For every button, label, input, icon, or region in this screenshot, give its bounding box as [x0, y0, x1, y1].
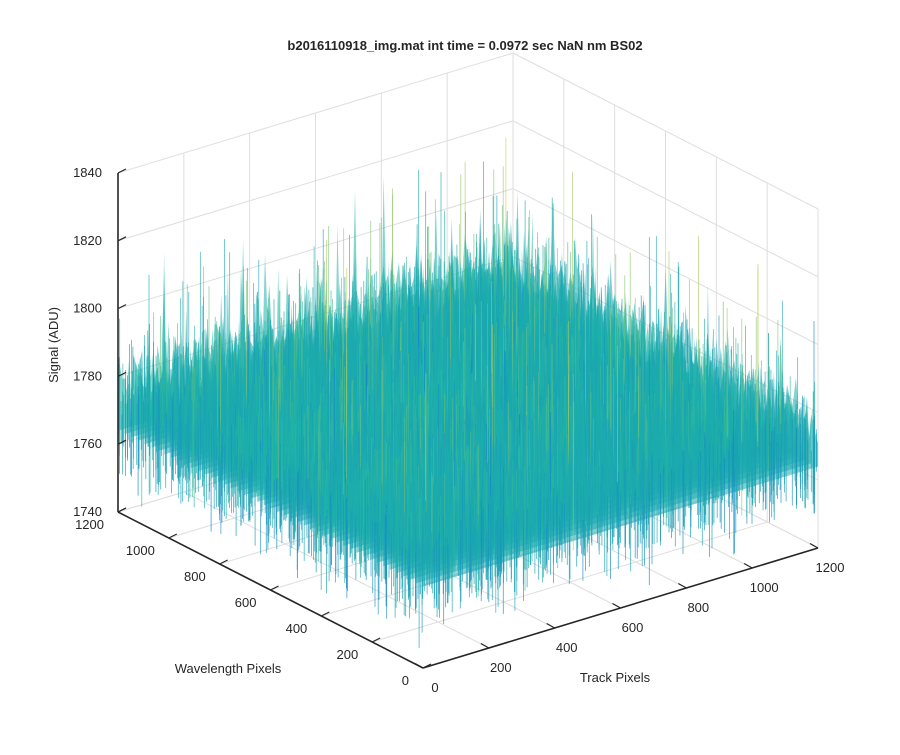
- surface-band: [356, 327, 752, 553]
- y-tick-labels: 0 200 400 600 800 1000 1200: [75, 517, 409, 688]
- x-tick-label: 800: [687, 600, 709, 615]
- z-tick-mark: [117, 168, 127, 174]
- x-tick-labels: 0 200 400 600 800 1000 1200: [431, 560, 844, 695]
- y-tick-mark: [219, 559, 228, 565]
- z-tick-mark: [117, 236, 127, 242]
- z-tick-label: 1820: [73, 233, 102, 248]
- y-tick-mark: [168, 533, 178, 539]
- x-tick-mark: [480, 642, 490, 649]
- y-tick-mark: [270, 585, 279, 591]
- x-tick-mark: [678, 582, 687, 589]
- z-tick-label: 1760: [73, 436, 102, 451]
- z-tick-label: 1780: [73, 368, 102, 383]
- chart-title: b2016110918_img.mat int time = 0.0972 se…: [287, 38, 642, 53]
- y-tick-label: 400: [286, 621, 308, 636]
- y-tick-label: 1000: [126, 543, 155, 558]
- x-tick-label: 0: [431, 680, 438, 695]
- grid-line: [512, 120, 819, 278]
- grid-line: [512, 188, 819, 346]
- grid-line: [512, 52, 819, 210]
- grid-line: [117, 52, 514, 174]
- grid-line: [117, 188, 514, 310]
- x-tick-mark: [546, 622, 555, 629]
- z-tick-label: 1840: [73, 165, 102, 180]
- y-tick-label: 800: [184, 569, 206, 584]
- z-tick-mark: [117, 507, 127, 513]
- z-axis-label: Signal (ADU): [46, 307, 61, 383]
- x-tick-mark: [612, 602, 621, 609]
- y-axis-label: Wavelength Pixels: [175, 661, 282, 676]
- grid-line: [117, 120, 514, 242]
- x-axis-label: Track Pixels: [580, 670, 651, 685]
- axes-lines: [117, 168, 819, 669]
- x-tick-label: 600: [622, 620, 644, 635]
- x-tick-label: 1000: [750, 580, 779, 595]
- z-tick-label: 1740: [73, 504, 102, 519]
- x-tick-mark: [809, 542, 819, 549]
- surface: [117, 137, 818, 648]
- z-tick-mark: [117, 371, 127, 377]
- y-tick-label: 0: [402, 673, 409, 688]
- y-tick-mark: [321, 611, 330, 617]
- z-tick-labels: 1740 1760 1780 1800 1820 1840: [73, 165, 102, 519]
- z-tick-label: 1800: [73, 301, 102, 316]
- surface-band: [403, 356, 799, 577]
- x-tick-mark: [743, 562, 753, 569]
- surface-band: [423, 374, 818, 587]
- x-tick-mark: [414, 662, 424, 669]
- y-tick-mark: [371, 637, 381, 643]
- z-tick-mark: [117, 304, 127, 310]
- y-tick-mark: [422, 663, 432, 669]
- y-tick-label: 600: [235, 595, 257, 610]
- x-tick-label: 200: [490, 660, 512, 675]
- y-tick-label: 1200: [75, 517, 104, 532]
- y-tick-label: 200: [336, 647, 358, 662]
- z-tick-mark: [117, 439, 127, 445]
- x-tick-label: 400: [556, 640, 578, 655]
- x-tick-label: 1200: [816, 560, 845, 575]
